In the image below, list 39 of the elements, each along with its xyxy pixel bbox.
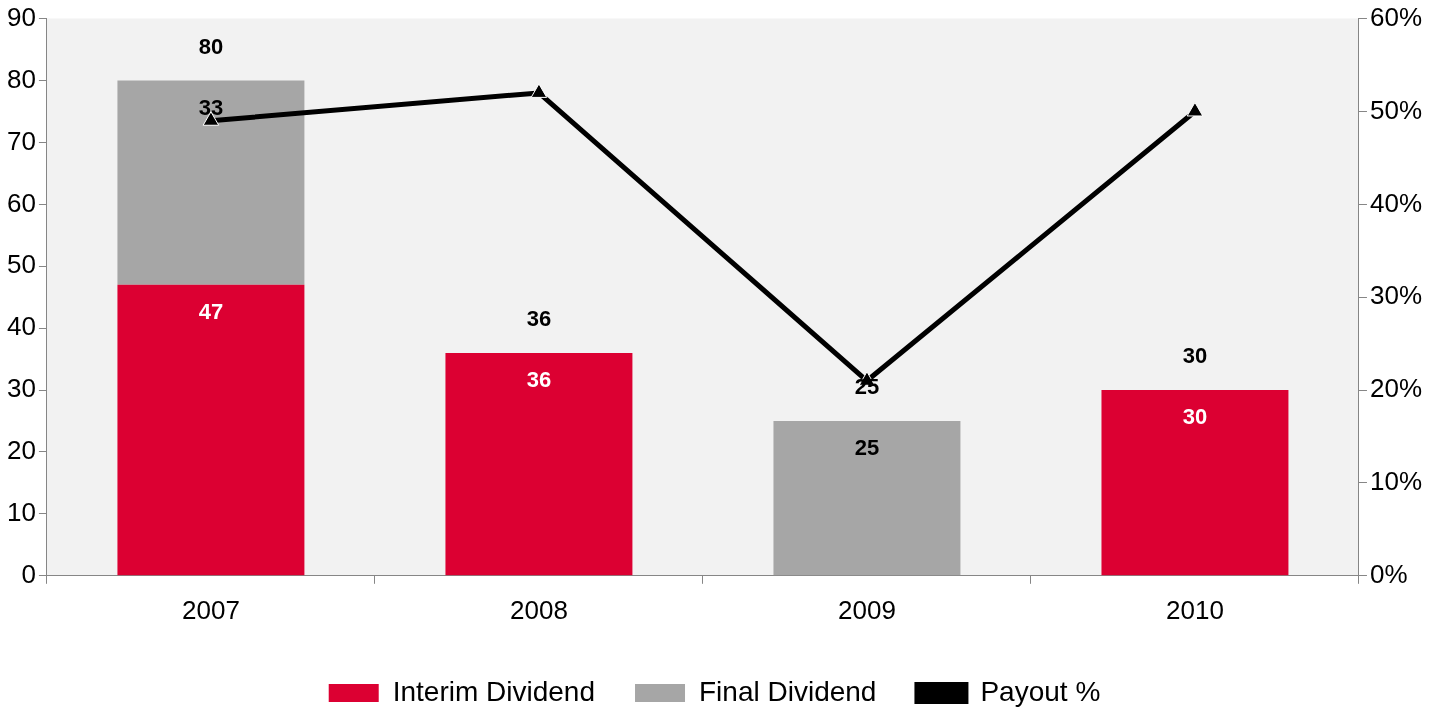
y2-tick-label: 30% — [1369, 280, 1423, 311]
y-tick-label: 50 — [7, 249, 36, 280]
data-label: 36 — [526, 366, 552, 392]
y2-tick-label: 20% — [1369, 373, 1423, 404]
point — [1186, 101, 1204, 117]
x-tick-label: 2009 — [838, 594, 896, 625]
x-tick-label: 2007 — [182, 594, 240, 625]
bar — [773, 421, 961, 576]
data-label: 30 — [1182, 404, 1208, 430]
data-label: 47 — [198, 298, 224, 324]
bar — [1101, 390, 1289, 576]
total-label: 30 — [1182, 343, 1208, 369]
y-tick-label: 60 — [7, 187, 36, 218]
data-label: 33 — [198, 94, 224, 120]
x-tick-label: 2008 — [510, 594, 568, 625]
y-tick-label: 80 — [7, 63, 36, 94]
y2-tick-label: 0% — [1369, 558, 1408, 589]
y-tick-label: 30 — [7, 373, 36, 404]
point — [530, 83, 548, 98]
bar — [445, 352, 633, 576]
y-tick-label: 90 — [7, 1, 36, 32]
total-label: 80 — [198, 33, 224, 59]
legend-label: Interim Dividend — [392, 675, 596, 707]
data-label: 25 — [854, 435, 880, 461]
bar — [117, 80, 305, 285]
y2-tick-label: 10% — [1369, 466, 1423, 497]
y-tick-label: 40 — [7, 311, 36, 342]
legend-label: Final Dividend — [699, 675, 877, 707]
y2-tick-label: 60% — [1369, 1, 1423, 32]
x-tick-label: 2010 — [1166, 594, 1224, 625]
y-tick-label: 70 — [7, 125, 36, 156]
y-tick-label: 20 — [7, 435, 36, 466]
y-tick-label: 0 — [21, 558, 36, 589]
y-tick-label: 10 — [7, 497, 36, 528]
legend-label: Payout % — [980, 675, 1101, 707]
total-label: 36 — [526, 305, 552, 331]
y2-tick-label: 40% — [1369, 187, 1423, 218]
bar — [117, 284, 305, 576]
y2-tick-label: 50% — [1369, 94, 1423, 125]
